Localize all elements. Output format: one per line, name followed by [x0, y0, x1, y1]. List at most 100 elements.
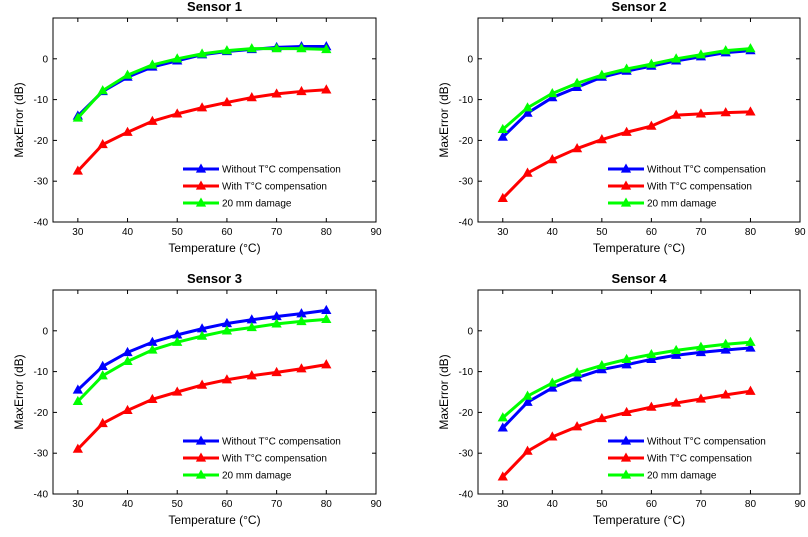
data-point	[720, 338, 731, 348]
data-point	[571, 367, 583, 377]
data-point	[97, 360, 108, 370]
y-tick-label: -20	[34, 136, 49, 147]
data-point	[695, 49, 707, 59]
data-point	[497, 412, 508, 422]
data-point	[547, 154, 558, 164]
data-point	[720, 344, 731, 354]
data-point	[571, 143, 583, 153]
data-point	[72, 112, 83, 122]
data-point	[671, 109, 682, 119]
data-point	[172, 386, 183, 396]
data-point	[621, 406, 632, 417]
x-tick-label: 80	[321, 227, 333, 238]
x-tick-label: 60	[646, 499, 658, 510]
data-point	[571, 421, 583, 431]
x-tick-label: 30	[72, 227, 84, 238]
data-point	[745, 336, 756, 346]
legend-entry: Without T°C compensation	[647, 437, 766, 448]
data-point	[172, 336, 183, 346]
y-tick-label: -40	[34, 490, 49, 501]
x-tick-label: 50	[596, 227, 608, 238]
y-tick-label: -10	[34, 95, 49, 106]
y-axis-label: MaxError (dB)	[437, 354, 451, 429]
data-point	[621, 359, 632, 369]
data-point	[296, 43, 307, 53]
chart-title: Sensor 3	[187, 271, 242, 286]
series-3	[497, 336, 756, 422]
data-point	[522, 396, 533, 406]
y-tick-label: -40	[34, 218, 49, 229]
data-point	[671, 344, 682, 355]
x-tick-label: 60	[646, 227, 658, 238]
legend-entry: With T°C compensation	[222, 182, 327, 193]
x-tick-label: 30	[497, 227, 509, 238]
legend-marker	[620, 452, 632, 462]
y-tick-label: 0	[467, 54, 473, 65]
y-tick-label: -20	[34, 408, 49, 419]
series-2	[497, 106, 756, 202]
y-tick-label: -20	[459, 408, 474, 419]
data-point	[147, 59, 158, 69]
data-point	[547, 382, 558, 392]
y-axis-label: MaxError (dB)	[437, 82, 451, 157]
chart-panel-2: Sensor 2 30 40 50 60 70 80 90 -40 -30 -20 -10 0 Tempe…	[437, 0, 806, 255]
y-tick-label: -30	[459, 449, 474, 460]
data-point	[621, 63, 632, 73]
data-point	[196, 330, 208, 340]
y-tick-label: 0	[467, 326, 473, 337]
chart-title: Sensor 2	[612, 0, 667, 14]
legend-marker	[195, 435, 207, 445]
data-point	[296, 85, 307, 96]
legend: Without T°C compensation With T°C compens…	[608, 435, 766, 482]
data-point	[646, 348, 657, 359]
legend-marker	[195, 163, 207, 173]
data-point	[321, 304, 332, 315]
data-point	[695, 346, 707, 357]
x-tick-label: 90	[794, 227, 806, 238]
x-tick-label: 80	[745, 499, 757, 510]
series-1	[72, 304, 332, 394]
x-tick-label: 80	[745, 227, 757, 238]
legend-entry: 20 mm damage	[222, 199, 292, 210]
data-point	[695, 341, 707, 351]
data-point	[646, 120, 657, 130]
x-tick-label: 80	[321, 499, 333, 510]
y-tick-label: -10	[34, 367, 49, 378]
x-axis-label: Temperature (°C)	[168, 513, 260, 527]
y-axis-label: MaxError (dB)	[12, 354, 26, 429]
data-point	[497, 471, 508, 481]
data-point	[547, 87, 558, 98]
x-tick-label: 50	[172, 227, 184, 238]
data-point	[72, 384, 83, 394]
x-axis-label: Temperature (°C)	[168, 241, 260, 255]
data-point	[246, 43, 257, 53]
x-tick-label: 50	[172, 499, 184, 510]
legend-marker	[195, 180, 207, 190]
x-tick-label: 40	[547, 227, 559, 238]
series-2	[72, 84, 332, 175]
legend-marker	[195, 469, 207, 479]
data-point	[720, 389, 731, 399]
data-point	[122, 355, 133, 366]
data-point	[646, 401, 657, 411]
legend-entry: With T°C compensation	[647, 454, 752, 465]
data-point	[571, 372, 583, 382]
data-point	[72, 395, 83, 406]
data-point	[596, 359, 607, 370]
data-point	[221, 374, 233, 384]
y-tick-label: 0	[42, 54, 48, 65]
data-point	[497, 131, 508, 141]
data-point	[122, 404, 133, 415]
data-point	[97, 85, 108, 95]
data-point	[547, 377, 558, 387]
data-point	[122, 126, 133, 136]
x-tick-label: 70	[695, 499, 707, 510]
series-3	[497, 43, 756, 134]
y-tick-label: -40	[459, 490, 474, 501]
x-tick-label: 90	[794, 499, 806, 510]
data-point	[522, 390, 533, 400]
data-point	[321, 43, 332, 54]
series-2	[497, 385, 756, 481]
legend: Without T°C compensation With T°C compens…	[183, 435, 341, 482]
